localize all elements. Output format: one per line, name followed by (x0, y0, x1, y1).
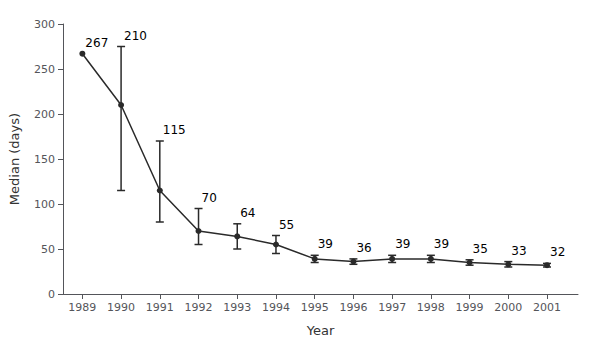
svg-text:39: 39 (434, 237, 449, 251)
svg-text:50: 50 (41, 243, 55, 256)
svg-text:150: 150 (34, 153, 55, 166)
svg-text:100: 100 (34, 198, 55, 211)
svg-text:267: 267 (85, 36, 108, 50)
svg-text:1994: 1994 (262, 301, 290, 314)
svg-text:210: 210 (124, 29, 147, 43)
svg-text:0: 0 (48, 288, 55, 301)
svg-text:33: 33 (511, 244, 526, 258)
svg-text:1993: 1993 (223, 301, 251, 314)
svg-text:35: 35 (473, 242, 488, 256)
svg-text:1997: 1997 (378, 301, 406, 314)
svg-text:39: 39 (395, 237, 410, 251)
svg-text:55: 55 (279, 218, 294, 232)
svg-text:250: 250 (34, 63, 55, 76)
svg-text:300: 300 (34, 18, 55, 31)
svg-text:1989: 1989 (68, 301, 96, 314)
svg-text:Year: Year (306, 323, 335, 338)
svg-text:2000: 2000 (494, 301, 522, 314)
svg-text:32: 32 (550, 245, 565, 259)
svg-text:1991: 1991 (146, 301, 174, 314)
svg-text:70: 70 (202, 191, 217, 205)
svg-text:115: 115 (163, 123, 186, 137)
svg-text:1990: 1990 (107, 301, 135, 314)
svg-text:39: 39 (318, 237, 333, 251)
svg-text:1992: 1992 (185, 301, 213, 314)
svg-text:36: 36 (356, 241, 371, 255)
svg-text:200: 200 (34, 108, 55, 121)
svg-text:64: 64 (240, 206, 255, 220)
svg-text:1998: 1998 (417, 301, 445, 314)
svg-text:Median (days): Median (days) (7, 113, 22, 205)
svg-text:1995: 1995 (301, 301, 329, 314)
svg-text:1999: 1999 (456, 301, 484, 314)
svg-text:2001: 2001 (533, 301, 561, 314)
svg-text:1996: 1996 (339, 301, 367, 314)
